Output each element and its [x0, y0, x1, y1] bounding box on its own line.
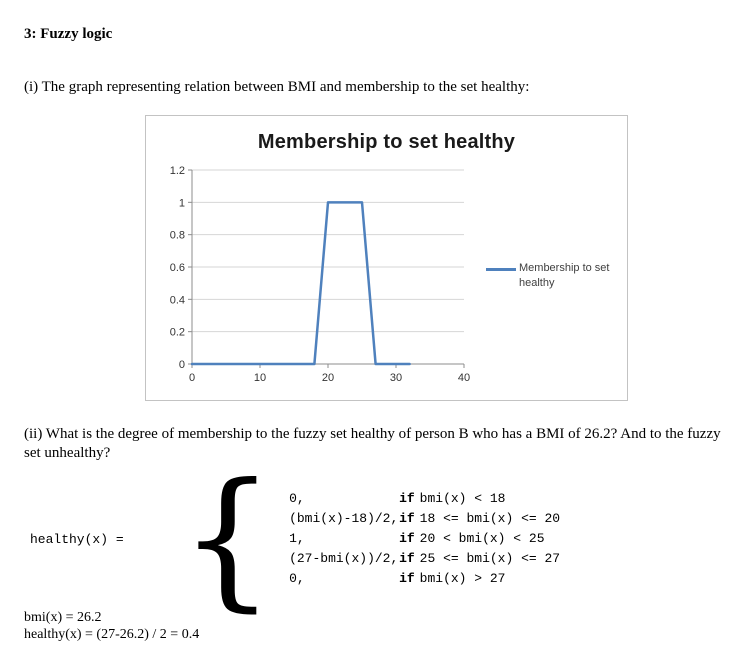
piecewise-case-row: (27-bmi(x))/2, if 25 <= bmi(x) <= 27 — [289, 549, 560, 569]
case-condition: 20 < bmi(x) < 25 — [419, 531, 545, 546]
function-lhs: healthy(x) = — [30, 531, 124, 547]
x-tick-label: 30 — [390, 372, 402, 384]
case-keyword: if — [399, 531, 415, 546]
case-condition: 25 <= bmi(x) <= 27 — [419, 551, 561, 566]
curly-brace: { — [179, 452, 276, 626]
case-condition: 18 <= bmi(x) <= 20 — [419, 511, 561, 526]
y-tick-label: 0.2 — [170, 327, 185, 339]
case-keyword: if — [399, 491, 415, 506]
case-expression: 1, — [289, 531, 305, 546]
paragraph-i: (i) The graph representing relation betw… — [24, 79, 530, 95]
result-line-healthy: healthy(x) = (27-26.2) / 2 = 0.4 — [24, 627, 200, 642]
result-line-bmi: bmi(x) = 26.2 — [24, 610, 102, 625]
chart-plot-area: 0 0.2 0.4 0.6 0.8 1 1.2 0 10 20 30 40 — [170, 165, 470, 384]
case-condition: bmi(x) < 18 — [419, 491, 506, 506]
y-tick-label: 1 — [179, 197, 185, 209]
case-expression: (bmi(x)-18)/2, — [289, 511, 399, 526]
x-tick-label: 10 — [254, 372, 266, 384]
series-line — [190, 201, 411, 366]
x-tick-label: 40 — [458, 372, 470, 384]
legend-line-marker — [486, 268, 516, 272]
result-lines: bmi(x) = 26.2 healthy(x) = (27-26.2) / 2… — [24, 609, 721, 643]
piecewise-cases: 0, if bmi(x) < 18 (bmi(x)-18)/2, if 18 <= bm… — [289, 489, 560, 589]
piecewise-case-row: (bmi(x)-18)/2, if 18 <= bmi(x) <= 20 — [289, 509, 560, 529]
case-keyword: if — [399, 551, 415, 566]
case-condition: bmi(x) > 27 — [419, 571, 506, 586]
y-tick-label: 0.8 — [170, 230, 185, 242]
case-expression: 0, — [289, 571, 305, 586]
piecewise-case-row: 0, if bmi(x) < 18 — [289, 489, 560, 509]
case-keyword: if — [399, 571, 415, 586]
y-tick-label: 0.6 — [170, 262, 185, 274]
y-tick-label: 1.2 — [170, 165, 185, 177]
case-expression: 0, — [289, 491, 305, 506]
chart-title: Membership to set healthy — [257, 131, 516, 153]
section-heading: 3: Fuzzy logic — [24, 26, 113, 42]
case-expression: (27-bmi(x))/2, — [289, 551, 399, 566]
piecewise-case-row: 0, if bmi(x) > 27 — [289, 569, 560, 589]
chart-body: 0 0.2 0.4 0.6 0.8 1 1.2 0 10 20 30 40 Membership to… — [146, 154, 627, 400]
case-keyword: if — [399, 511, 415, 526]
chart-legend: Membership to set healthy — [486, 261, 617, 291]
x-tick-label: 20 — [322, 372, 334, 384]
x-tick-label: 0 — [189, 372, 195, 384]
y-tick-label: 0 — [179, 359, 185, 371]
piecewise-function: healthy(x) = { 0, if bmi(x) < 18 (bmi(x)-1… — [30, 452, 721, 626]
y-tick-label: 0.4 — [170, 294, 185, 306]
piecewise-case-row: 1, if 20 < bmi(x) < 25 — [289, 529, 560, 549]
legend-label: Membership to set healthy — [519, 262, 610, 289]
embedded-chart: Membership to set healthy 0 0.2 0.4 0.6 0.8 1… — [145, 115, 628, 401]
paragraph-ii: (ii) What is the degree of membership to… — [24, 426, 721, 461]
